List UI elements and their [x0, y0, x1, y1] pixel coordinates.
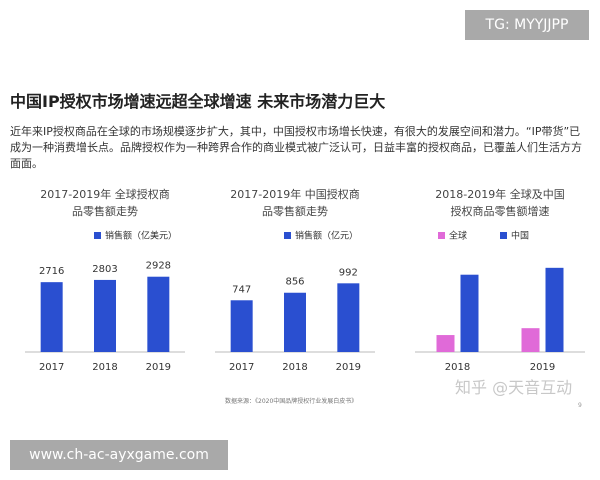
x-tick-label: 2018	[282, 362, 307, 373]
data-label: 2716	[39, 266, 64, 277]
bar	[545, 267, 564, 352]
legend-swatch	[94, 232, 101, 239]
bar	[521, 328, 540, 352]
source-note: 数据来源：《2020中国品牌授权行业发展白皮书》	[225, 398, 358, 405]
watermark: www.ch-ac-ayxgame.com	[10, 440, 228, 470]
legend-swatch	[500, 232, 507, 239]
slide-title: 中国IP授权市场增速远超全球增速 未来市场潜力巨大	[10, 92, 386, 111]
paragraph: 近年来IP授权商品在全球的市场规模逐步扩大，其中，中国授权市场增长快速，有很大的…	[10, 125, 582, 170]
legend-label: 销售额（亿美元）	[105, 230, 177, 242]
x-tick-label: 2019	[530, 362, 555, 373]
legend-swatch	[284, 232, 291, 239]
bar	[284, 292, 306, 352]
x-tick-label: 2017	[229, 362, 254, 373]
legend-swatch	[438, 232, 445, 239]
data-label: 2928	[146, 261, 171, 272]
chart-title: 2017-2019年 全球授权商品零售额走势	[40, 188, 170, 218]
legend-label: 全球	[449, 230, 467, 242]
x-tick-label: 2019	[146, 362, 171, 373]
legend-label: 销售额（亿元）	[295, 230, 358, 242]
watermark: TG: MYYJJPP	[465, 10, 589, 40]
x-tick-label: 2017	[39, 362, 64, 373]
x-tick-label: 2019	[336, 362, 361, 373]
page-number: 9	[578, 402, 582, 409]
bar	[436, 335, 455, 352]
data-label: 747	[232, 284, 251, 295]
legend-label: 中国	[511, 230, 529, 242]
chart-title: 2017-2019年 中国授权商品零售额走势	[230, 188, 360, 218]
bar	[337, 283, 360, 352]
data-label: 856	[285, 277, 304, 288]
data-label: 2803	[92, 264, 117, 275]
bar	[147, 276, 170, 352]
bar	[94, 279, 116, 352]
watermark: 知乎 @天音互动	[455, 378, 573, 397]
x-tick-label: 2018	[445, 362, 470, 373]
chart-title: 2018-2019年 全球及中国授权商品零售额增速	[435, 188, 565, 218]
bar	[40, 282, 63, 352]
data-label: 992	[339, 267, 358, 278]
bar	[460, 274, 479, 352]
bar	[230, 300, 253, 352]
x-tick-label: 2018	[92, 362, 117, 373]
